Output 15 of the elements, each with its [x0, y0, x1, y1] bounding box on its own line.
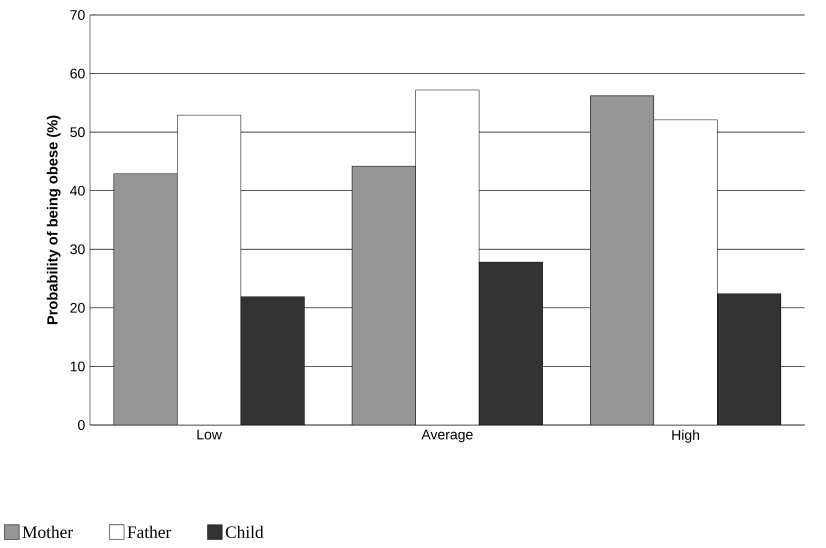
x-tick-label: Average [421, 430, 473, 442]
x-tick-label: Low [197, 430, 222, 440]
y-tick-label: 50 [70, 127, 85, 138]
x-tick-label: High [672, 430, 700, 443]
y-axis-title: Probability of being obese (%) [46, 116, 61, 324]
legend-label: Child [226, 526, 264, 538]
legend-label: Mother [22, 526, 73, 538]
y-tick-label: 20 [70, 302, 85, 313]
y-tick-label: 40 [70, 186, 85, 196]
y-tick-label: 70 [70, 10, 85, 20]
y-tick-label: 30 [70, 244, 85, 254]
y-tick-label: 10 [70, 361, 85, 372]
y-tick-label: 0 [78, 420, 85, 430]
y-tick-label: 60 [70, 68, 85, 79]
legend-label: Father [127, 526, 172, 538]
